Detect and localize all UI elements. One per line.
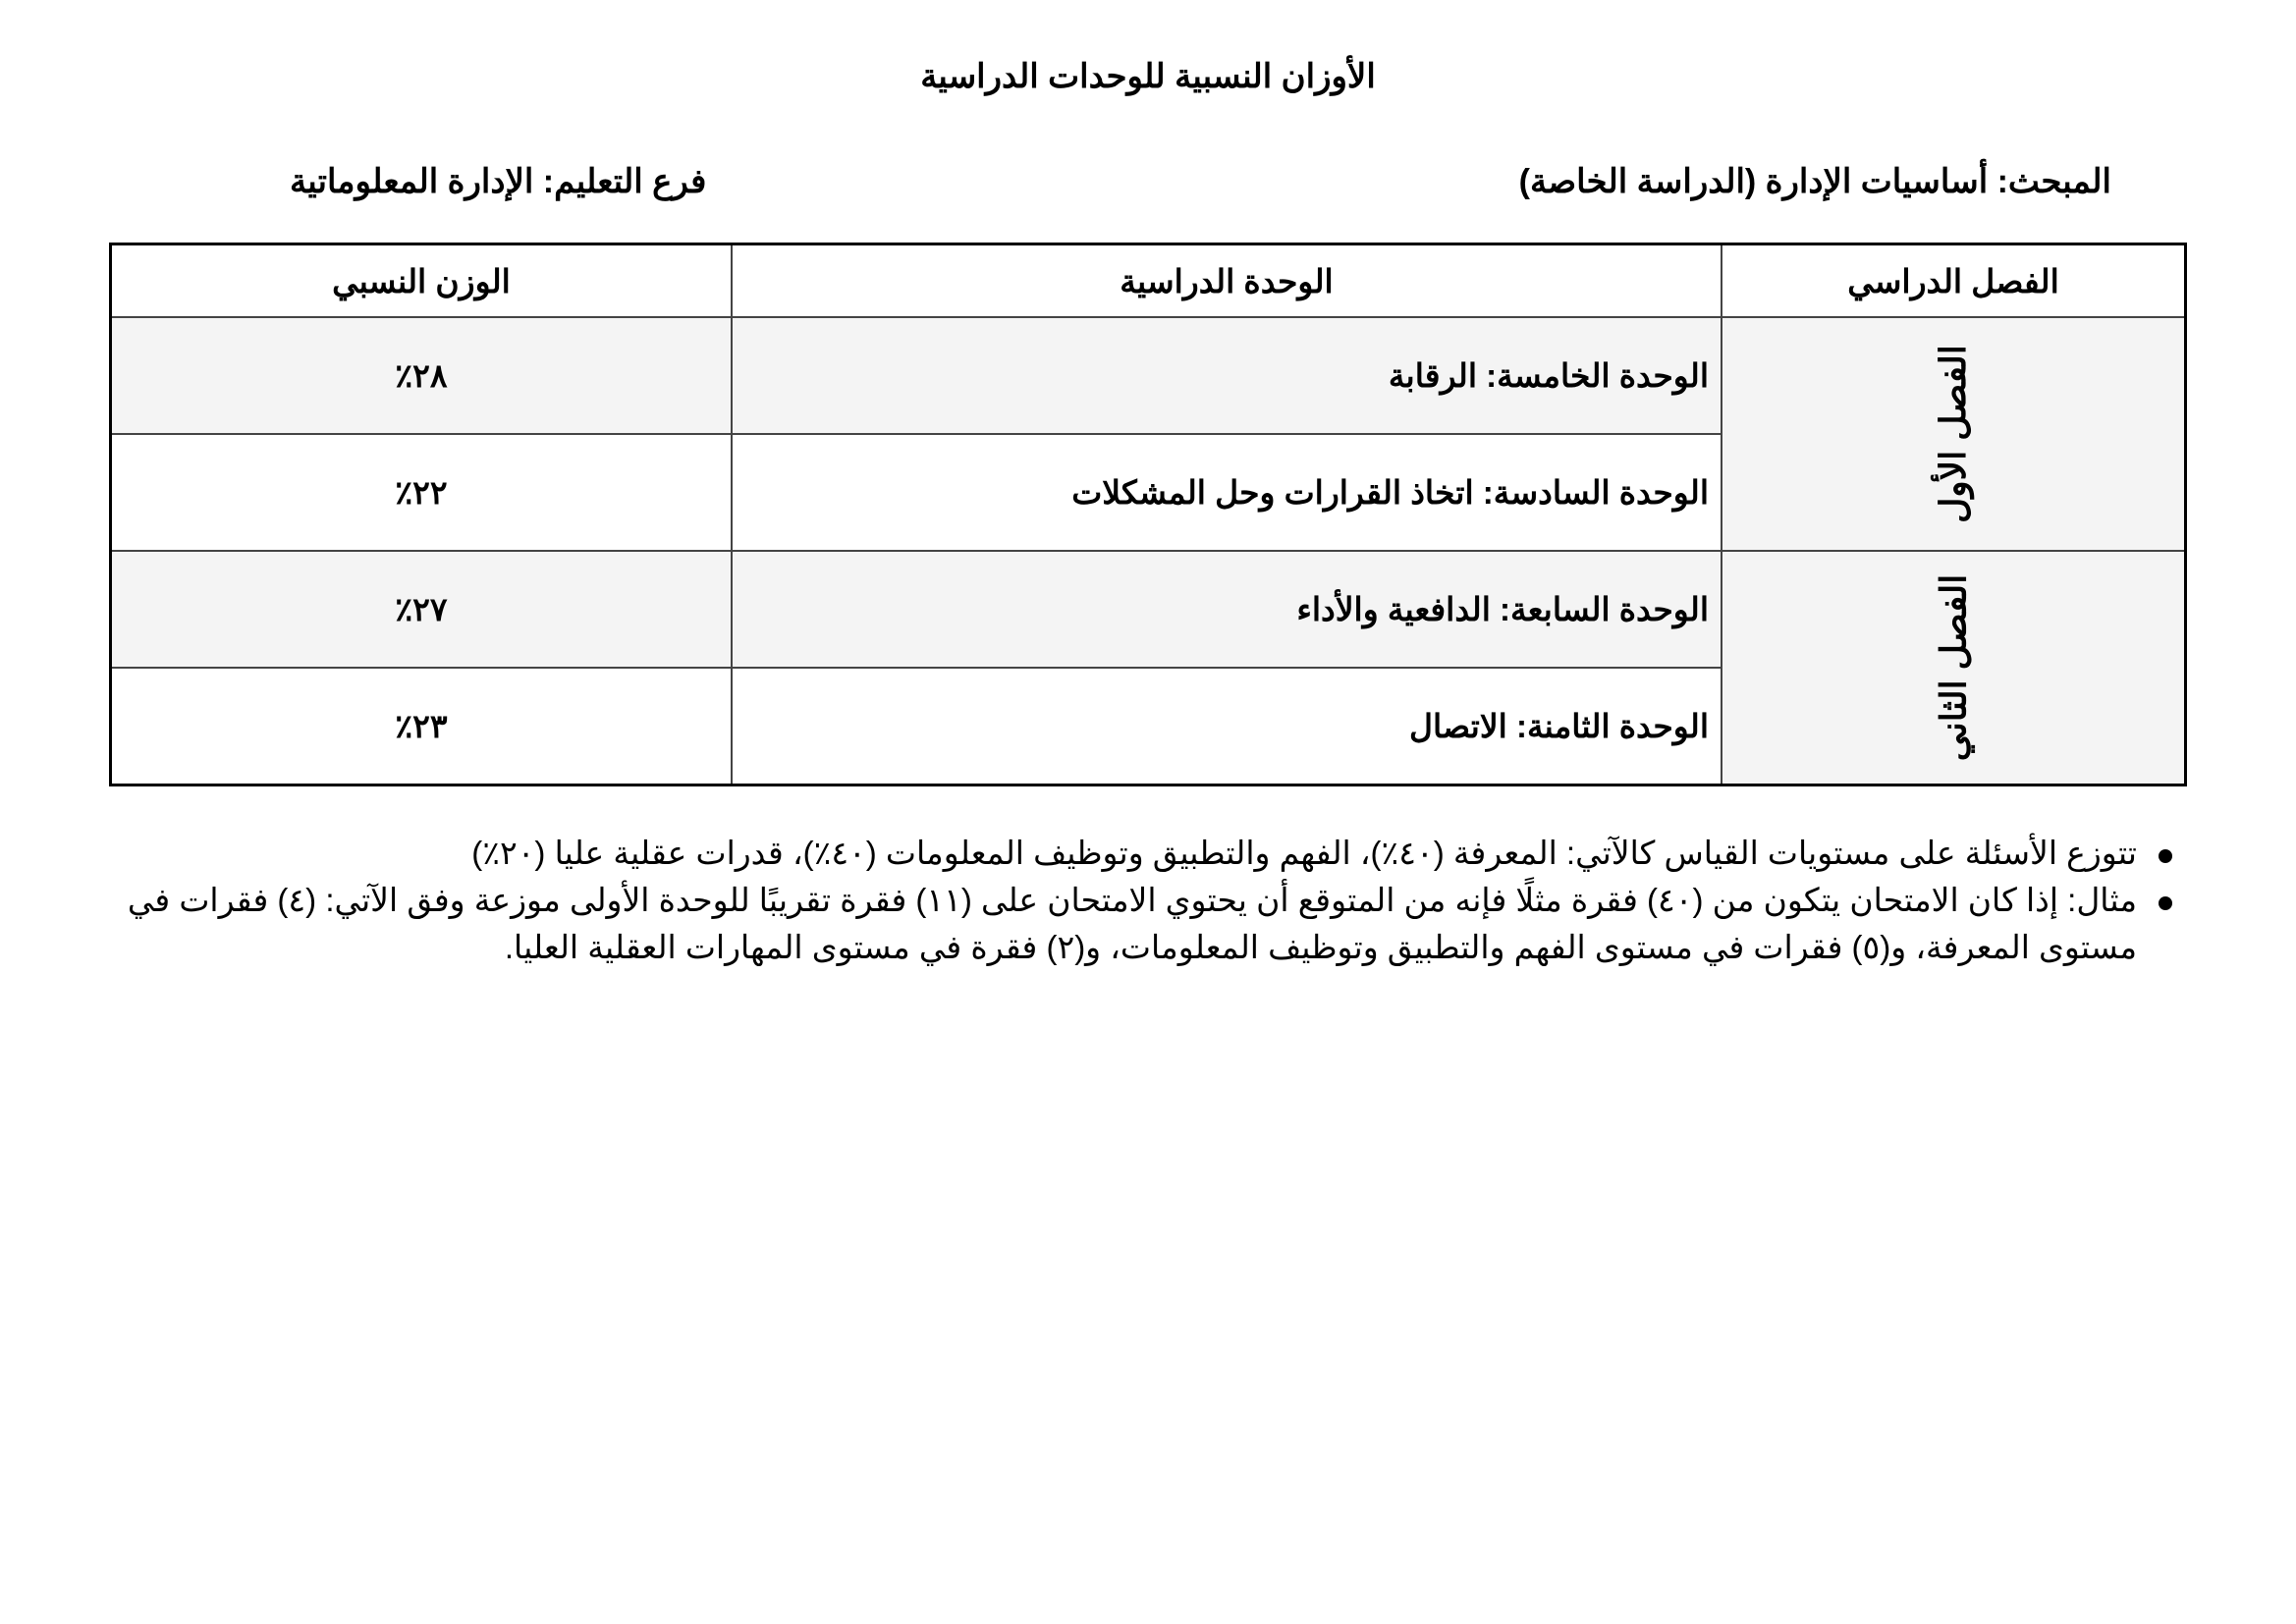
table-header-row: الفصل الدراسي الوحدة الدراسية الوزن النس…	[109, 243, 2187, 318]
notes-list: تتوزع الأسئلة على مستويات القياس كالآتي:…	[114, 830, 2172, 971]
semester-cell: الفصل الأول	[1721, 316, 2187, 552]
semester-label: الفصل الثاني	[1933, 573, 1973, 762]
weight-cell: ٢٨٪	[109, 316, 733, 435]
unit-cell: الوحدة السابعة: الدافعية والأداء	[731, 550, 1722, 669]
table-row: الوحدة الثامنة: الاتصال ٢٣٪	[109, 667, 2186, 786]
header-unit: الوحدة الدراسية	[731, 243, 1722, 318]
branch-label: فرع التعليم: الإدارة المعلوماتية	[290, 163, 707, 200]
semester-cell: الفصل الثاني	[1721, 550, 2187, 786]
table-row: الوحدة السادسة: اتخاذ القرارات وحل المشك…	[109, 433, 2186, 552]
page-title: الأوزان النسبية للوحدات الدراسية	[920, 58, 1376, 95]
subject-label: المبحث: أساسيات الإدارة (الدراسة الخاصة)	[1518, 163, 2111, 200]
unit-cell: الوحدة الثامنة: الاتصال	[731, 667, 1722, 786]
weights-table: الفصل الدراسي الوحدة الدراسية الوزن النس…	[109, 243, 2187, 786]
table-row: الفصل الأول الوحدة الخامسة: الرقابة ٢٨٪	[109, 316, 2187, 552]
unit-cell: الوحدة السادسة: اتخاذ القرارات وحل المشك…	[731, 433, 1722, 552]
table-row: الفصل الثاني الوحدة السابعة: الدافعية وا…	[109, 550, 2187, 786]
weight-cell: ٢٧٪	[109, 550, 733, 669]
note-item: تتوزع الأسئلة على مستويات القياس كالآتي:…	[114, 830, 2172, 877]
weight-cell: ٢٢٪	[109, 433, 733, 552]
note-item: مثال: إذا كان الامتحان يتكون من (٤٠) فقر…	[114, 877, 2172, 971]
weight-cell: ٢٣٪	[109, 667, 733, 786]
semester-label: الفصل الأول	[1933, 345, 1973, 523]
header-weight: الوزن النسبي	[109, 243, 733, 318]
unit-cell: الوحدة الخامسة: الرقابة	[731, 316, 1722, 435]
header-semester: الفصل الدراسي	[1721, 243, 2187, 318]
